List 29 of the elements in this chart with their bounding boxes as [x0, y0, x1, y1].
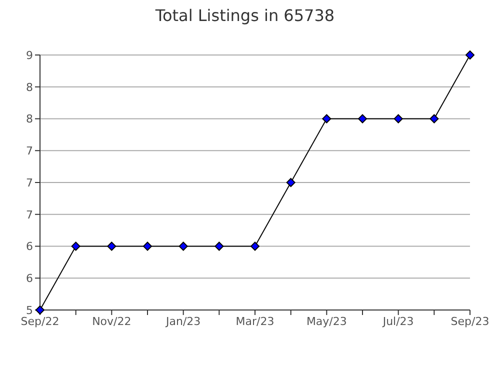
y-tick-label: 7	[26, 176, 33, 190]
point	[178, 242, 188, 251]
point	[286, 178, 296, 187]
point	[394, 114, 403, 124]
y-tick-label: 5	[26, 304, 33, 317]
y-tick-label: 8	[26, 112, 33, 126]
x-tick-label: Jan/23	[164, 314, 201, 328]
x-tick-label: Sep/22	[20, 314, 60, 328]
point	[71, 242, 80, 251]
point	[322, 114, 332, 124]
point	[466, 50, 474, 60]
x-tick-label: Nov/22	[92, 314, 132, 328]
point	[430, 114, 439, 124]
y-tick-label: 9	[26, 48, 33, 62]
point	[143, 242, 152, 251]
y-tick-label: 6	[26, 240, 33, 254]
point	[214, 242, 224, 251]
y-tick-label: 6	[26, 272, 33, 286]
x-tick-label: Jul/23	[382, 314, 414, 328]
x-tick-label: Mar/23	[236, 314, 274, 328]
x-tick-label: May/23	[306, 314, 347, 328]
y-tick-label: 7	[26, 208, 33, 222]
y-tick-label: 8	[26, 80, 33, 94]
point	[250, 242, 260, 251]
point	[107, 242, 116, 251]
x-tick-label: Sep/23	[450, 314, 490, 328]
point	[358, 114, 367, 124]
chart-title: Total Listings in 65738	[154, 6, 336, 25]
y-tick-label: 7	[26, 144, 33, 158]
